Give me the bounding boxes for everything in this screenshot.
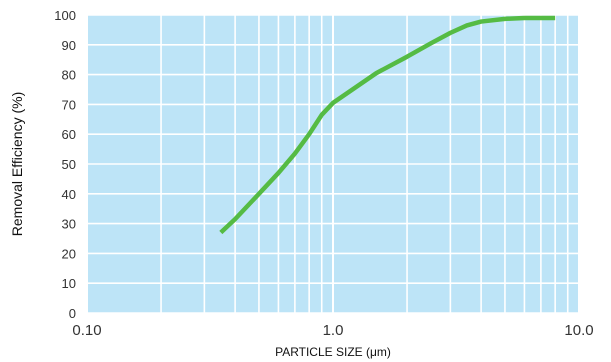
y-axis-title: Removal Efficiency (%) [9, 92, 25, 236]
y-tick-label: 20 [62, 246, 76, 261]
x-tick-labels: 0.10 1.0 10.0 [72, 322, 593, 339]
y-tick-label: 60 [62, 127, 76, 142]
y-tick-label: 80 [62, 68, 76, 83]
y-tick-label: 90 [62, 38, 76, 53]
y-tick-labels: 0 10 20 30 40 50 60 70 80 90 100 [54, 8, 76, 321]
series-layer [219, 15, 556, 235]
y-tick-label: 0 [69, 306, 76, 321]
x-tick-label: 1.0 [323, 322, 344, 339]
y-tick-label: 30 [62, 217, 76, 232]
y-tick-label: 100 [54, 8, 76, 23]
grid-lines [86, 14, 580, 314]
y-tick-label: 10 [62, 276, 76, 291]
x-tick-label: 10.0 [564, 322, 593, 339]
y-tick-label: 50 [62, 157, 76, 172]
y-tick-label: 40 [62, 187, 76, 202]
y-tick-label: 70 [62, 97, 76, 112]
x-tick-label: 0.10 [72, 322, 101, 339]
x-axis-title: PARTICLE SIZE (μm) [275, 345, 391, 359]
series-line [219, 15, 556, 235]
